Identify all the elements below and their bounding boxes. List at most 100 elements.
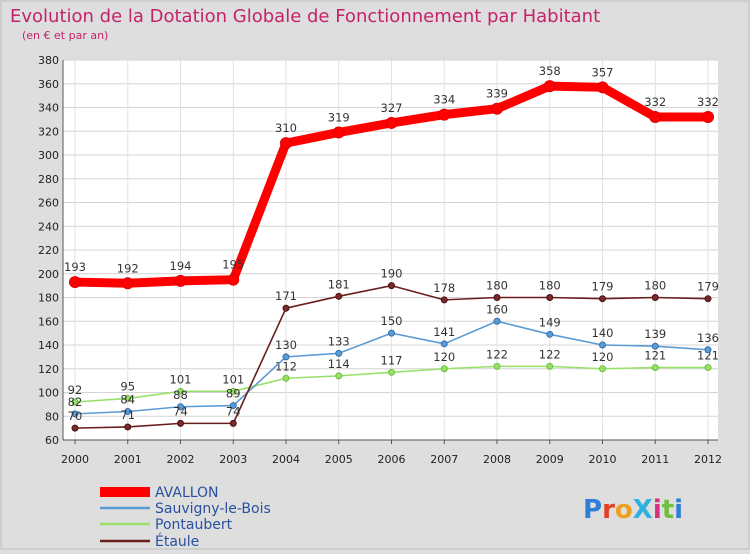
y-tick-label: 380 (38, 54, 59, 67)
data-point (493, 317, 501, 325)
data-label: 310 (275, 121, 297, 135)
data-point (71, 410, 79, 418)
data-label: 101 (222, 372, 244, 386)
data-point (651, 342, 659, 350)
legend-label: Étaule (155, 533, 199, 550)
data-point (227, 273, 240, 286)
data-label: 112 (275, 359, 297, 373)
data-label: 130 (275, 338, 297, 352)
x-tick-label: 2012 (694, 453, 722, 466)
data-label: 319 (328, 110, 350, 124)
x-tick-label: 2008 (483, 453, 511, 466)
legend-item: Étaule (100, 533, 199, 550)
y-tick-label: 60 (45, 434, 59, 447)
x-tick-label: 2007 (430, 453, 458, 466)
data-point (493, 294, 501, 301)
data-point (177, 387, 184, 395)
x-tick-label: 2002 (167, 453, 195, 466)
data-label: 133 (328, 334, 350, 348)
data-label: 327 (381, 101, 403, 115)
data-label: 190 (381, 267, 403, 281)
data-label: 332 (644, 95, 666, 109)
data-label: 149 (539, 315, 561, 329)
y-tick-label: 300 (38, 149, 59, 162)
data-point (177, 403, 184, 411)
series-pontaubert: 92 95 101 101 112 114 117 120 122 122 120 121 121 (68, 347, 719, 406)
data-point (704, 364, 712, 372)
data-point (124, 408, 132, 415)
data-point (174, 274, 187, 287)
y-tick-label: 180 (38, 292, 59, 305)
legend-item: AVALLON (100, 485, 219, 501)
data-label: 334 (433, 93, 455, 107)
data-label: 121 (697, 349, 719, 363)
series--taule: 70 71 74 74 171 181 190 178 180 180 179 180 179 (68, 267, 719, 432)
data-point (335, 372, 343, 380)
data-label: 178 (433, 281, 455, 295)
data-point (546, 362, 554, 370)
series-avallon: 193 192 194 195 310 319 327 334 339 358 357 332 332 (64, 64, 719, 290)
data-point (229, 419, 237, 427)
data-label: 139 (644, 327, 666, 341)
data-point (651, 294, 659, 301)
data-point (229, 402, 237, 410)
data-point (651, 364, 659, 372)
x-tick-label: 2011 (641, 453, 669, 466)
data-label: 179 (697, 280, 719, 294)
data-label: 82 (68, 395, 83, 409)
data-point (596, 81, 609, 94)
data-point (121, 277, 134, 290)
data-label: 121 (644, 349, 666, 363)
data-label: 193 (64, 260, 86, 274)
data-point (546, 330, 554, 338)
data-point (440, 365, 448, 373)
data-point (335, 349, 343, 357)
data-point (438, 108, 451, 121)
data-point (599, 295, 606, 303)
data-point (388, 282, 395, 290)
data-point (704, 346, 712, 354)
data-label: 117 (381, 353, 403, 367)
data-point (124, 394, 132, 402)
chart-title: Evolution de la Dotation Globale de Fonc… (10, 6, 600, 27)
data-point (332, 126, 345, 139)
data-label: 95 (120, 379, 135, 393)
data-label: 101 (170, 372, 192, 386)
plot-area: 60 80 100 120 140 160 180 200 220 240 260 280 300 320… (38, 54, 722, 466)
data-label: 339 (486, 87, 508, 101)
data-label: 141 (433, 325, 455, 339)
chart-subtitle: (en € et par an) (22, 29, 108, 42)
y-tick-label: 160 (38, 315, 59, 328)
data-label: 181 (328, 277, 350, 291)
data-label: 89 (226, 387, 241, 401)
data-point (124, 423, 132, 431)
y-tick-label: 80 (45, 410, 59, 423)
x-tick-label: 2003 (219, 453, 247, 466)
data-label: 150 (381, 314, 403, 328)
y-tick-label: 220 (38, 244, 59, 257)
y-tick-label: 340 (38, 102, 59, 115)
data-point (599, 365, 606, 373)
y-tick-label: 100 (38, 387, 59, 400)
data-point (388, 368, 395, 376)
data-label: 70 (68, 409, 83, 423)
data-label: 192 (117, 261, 139, 275)
y-tick-label: 280 (38, 173, 59, 186)
x-tick-label: 2006 (378, 453, 406, 466)
data-label: 122 (486, 347, 508, 361)
y-tick-label: 360 (38, 78, 59, 91)
data-point (69, 276, 81, 289)
data-point (702, 111, 714, 123)
data-label: 179 (592, 280, 614, 294)
data-point (543, 80, 556, 93)
y-tick-label: 120 (38, 363, 59, 376)
data-label: 180 (644, 279, 666, 293)
data-label: 114 (328, 357, 350, 371)
y-tick-label: 320 (38, 125, 59, 138)
legend-label: Pontaubert (155, 517, 233, 533)
data-point (177, 419, 184, 427)
data-label: 195 (222, 258, 244, 272)
data-point (282, 304, 290, 312)
data-label: 71 (120, 408, 135, 422)
